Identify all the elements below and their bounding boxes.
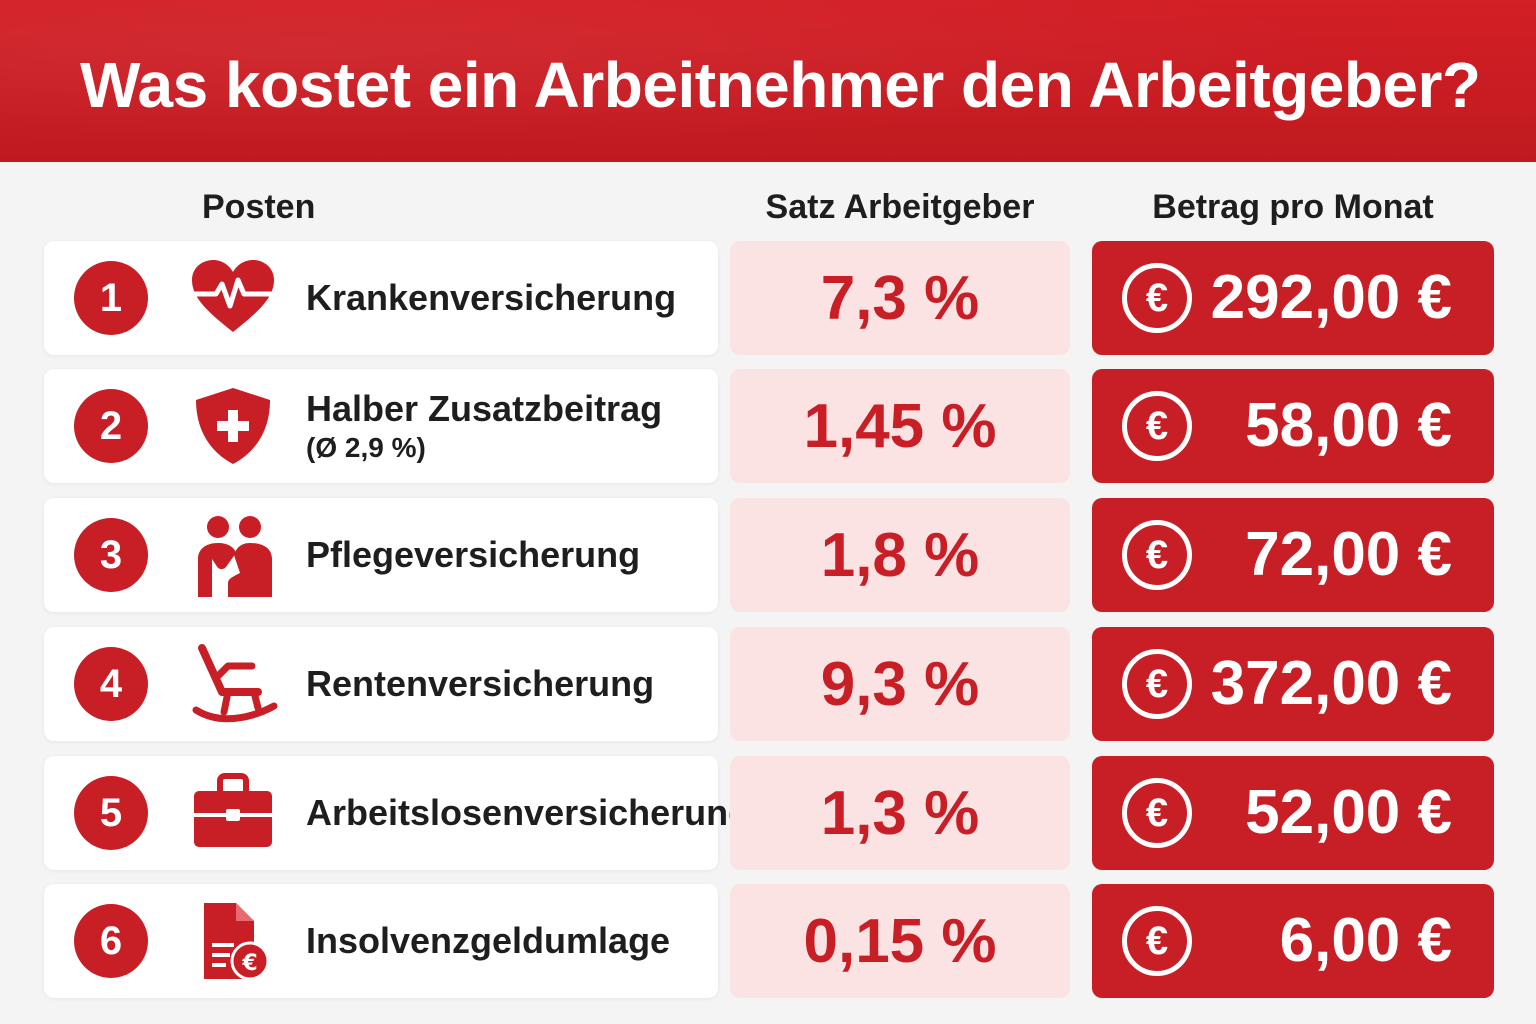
- column-header-posten: Posten: [202, 188, 316, 226]
- svg-text:€: €: [241, 951, 257, 976]
- row-number-badge: 1: [74, 261, 148, 335]
- rocking-chair-icon: [188, 642, 278, 726]
- row-label: Krankenversicherung: [306, 277, 677, 318]
- rate-cell: 9,3 %: [730, 627, 1070, 741]
- euro-icon: €: [1122, 520, 1192, 590]
- rate-cell: 1,45 %: [730, 369, 1070, 483]
- briefcase-icon: [188, 771, 278, 855]
- euro-icon: €: [1122, 778, 1192, 848]
- row-card-arbeitslosenversicherung: 5 Arbeitslosenversicherung: [44, 756, 750, 870]
- row-card-pflegeversicherung: 3 Pflegeversicherung: [44, 498, 718, 612]
- row-number-badge: 5: [74, 776, 148, 850]
- row-label: Rentenversicherung: [306, 663, 655, 704]
- amount-value: 372,00 €: [1210, 649, 1452, 718]
- row-card-rentenversicherung: 4 Rentenversicherung: [44, 627, 718, 741]
- column-header-betrag: Betrag pro Monat: [1152, 188, 1434, 226]
- care-people-icon: [188, 513, 278, 597]
- rate-cell: 0,15 %: [730, 884, 1070, 998]
- rate-cell: 1,8 %: [730, 498, 1070, 612]
- rate-cell: 1,3 %: [730, 756, 1070, 870]
- rate-cell: 7,3 %: [730, 241, 1070, 355]
- row-sublabel: (Ø 2,9 %): [306, 432, 426, 463]
- heart-pulse-icon: [188, 256, 278, 340]
- amount-cell: € 372,00 €: [1092, 627, 1494, 741]
- row-label: Pflegeversicherung: [306, 534, 641, 575]
- amount-value: 72,00 €: [1245, 520, 1452, 589]
- amount-value: 58,00 €: [1245, 391, 1452, 460]
- header-banner: [0, 0, 1536, 162]
- row-label: Insolvenzgeldumlage: [306, 920, 671, 961]
- page-title: Was kostet ein Arbeitnehmer den Arbeitge…: [80, 49, 1481, 121]
- shield-plus-icon: [188, 384, 278, 468]
- amount-value: 52,00 €: [1245, 778, 1452, 847]
- row-label: Halber Zusatzbeitrag (Ø 2,9 %): [306, 388, 663, 463]
- amount-cell: € 52,00 €: [1092, 756, 1494, 870]
- row-card-insolvenzgeldumlage: 6 € Insolvenzgeldumlage: [44, 884, 718, 998]
- amount-cell: € 72,00 €: [1092, 498, 1494, 612]
- row-number-badge: 6: [74, 904, 148, 978]
- document-euro-icon: €: [188, 899, 278, 983]
- amount-cell: € 58,00 €: [1092, 369, 1494, 483]
- amount-value: 6,00 €: [1279, 906, 1452, 975]
- row-number-badge: 2: [74, 389, 148, 463]
- row-label: Arbeitslosenversicherung: [306, 792, 751, 833]
- amount-cell: € 6,00 €: [1092, 884, 1494, 998]
- euro-icon: €: [1122, 649, 1192, 719]
- amount-value: 292,00 €: [1210, 263, 1452, 332]
- column-header-satz: Satz Arbeitgeber: [765, 188, 1035, 226]
- row-number-badge: 3: [74, 518, 148, 592]
- row-number-badge: 4: [74, 647, 148, 721]
- euro-icon: €: [1122, 263, 1192, 333]
- euro-icon: €: [1122, 391, 1192, 461]
- amount-cell: € 292,00 €: [1092, 241, 1494, 355]
- row-card-krankenversicherung: 1 Krankenversicherung: [44, 241, 718, 355]
- row-card-zusatzbeitrag: 2 Halber Zusatzbeitrag (Ø 2,9 %): [44, 369, 718, 483]
- euro-icon: €: [1122, 906, 1192, 976]
